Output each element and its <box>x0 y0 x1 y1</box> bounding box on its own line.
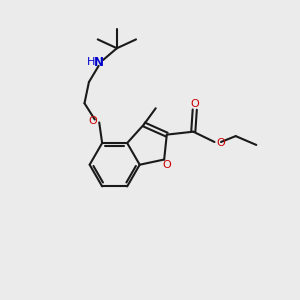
Text: O: O <box>190 99 199 109</box>
Text: O: O <box>88 116 97 126</box>
Text: O: O <box>216 139 225 148</box>
Text: H: H <box>87 57 95 68</box>
Text: O: O <box>162 160 171 170</box>
Text: N: N <box>94 56 104 69</box>
